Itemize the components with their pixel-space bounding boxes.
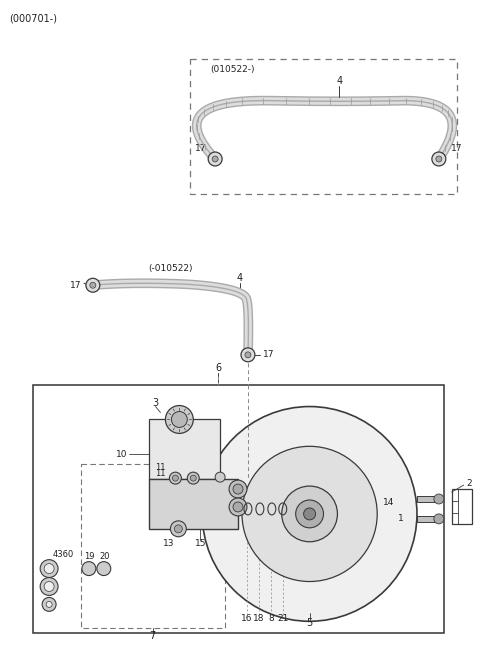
Text: 4: 4 — [237, 273, 243, 283]
Bar — [417, 516, 439, 522]
Bar — [148, 479, 238, 529]
Text: 6: 6 — [215, 363, 221, 373]
Circle shape — [166, 405, 193, 434]
Circle shape — [90, 282, 96, 288]
Circle shape — [436, 156, 442, 162]
Bar — [452, 489, 472, 524]
Text: 4: 4 — [336, 77, 343, 86]
Bar — [417, 496, 439, 502]
Text: 3: 3 — [153, 398, 158, 407]
Circle shape — [171, 411, 187, 428]
Circle shape — [174, 525, 182, 533]
Text: 2: 2 — [467, 479, 472, 487]
Circle shape — [296, 500, 324, 528]
Circle shape — [241, 348, 255, 362]
Circle shape — [242, 446, 377, 582]
Text: 8: 8 — [268, 614, 274, 623]
Circle shape — [169, 472, 181, 484]
Text: 17: 17 — [194, 143, 206, 153]
Circle shape — [44, 582, 54, 591]
Circle shape — [304, 508, 315, 520]
Text: 18: 18 — [253, 614, 264, 623]
Text: 7: 7 — [149, 631, 156, 641]
Text: 5: 5 — [306, 618, 312, 628]
Text: 1: 1 — [398, 514, 404, 523]
Circle shape — [187, 472, 199, 484]
Circle shape — [245, 352, 251, 358]
Circle shape — [172, 475, 179, 481]
Circle shape — [97, 561, 111, 576]
Text: 14: 14 — [384, 498, 395, 508]
Text: 19: 19 — [84, 552, 94, 561]
Circle shape — [233, 502, 243, 512]
Circle shape — [233, 484, 243, 494]
Circle shape — [282, 486, 337, 542]
Text: 21: 21 — [277, 614, 288, 623]
Circle shape — [208, 152, 222, 166]
Circle shape — [86, 278, 100, 292]
Text: 16: 16 — [241, 614, 252, 623]
Text: 13: 13 — [163, 539, 174, 548]
Circle shape — [215, 472, 225, 482]
Text: 4360: 4360 — [52, 550, 73, 559]
Text: 11: 11 — [155, 468, 166, 477]
Text: (-010522): (-010522) — [148, 264, 193, 273]
Text: 17: 17 — [70, 281, 82, 290]
Text: 15: 15 — [194, 539, 206, 548]
Circle shape — [432, 152, 446, 166]
Bar — [148, 419, 220, 479]
Circle shape — [229, 498, 247, 516]
Circle shape — [40, 578, 58, 595]
Circle shape — [212, 156, 218, 162]
Circle shape — [40, 559, 58, 578]
Circle shape — [46, 601, 52, 607]
Circle shape — [82, 561, 96, 576]
Circle shape — [170, 521, 186, 537]
Text: (010522-): (010522-) — [210, 65, 255, 74]
Circle shape — [434, 514, 444, 524]
Circle shape — [434, 494, 444, 504]
Circle shape — [42, 597, 56, 611]
Circle shape — [190, 475, 196, 481]
Text: 11: 11 — [155, 462, 166, 472]
Circle shape — [229, 480, 247, 498]
Circle shape — [202, 407, 417, 622]
Text: 10: 10 — [116, 450, 128, 458]
Text: (000701-): (000701-) — [9, 14, 57, 24]
Text: 17: 17 — [451, 143, 462, 153]
Text: 9: 9 — [222, 481, 228, 491]
Text: 20: 20 — [99, 552, 110, 561]
Circle shape — [44, 563, 54, 574]
Text: 17: 17 — [263, 350, 275, 360]
